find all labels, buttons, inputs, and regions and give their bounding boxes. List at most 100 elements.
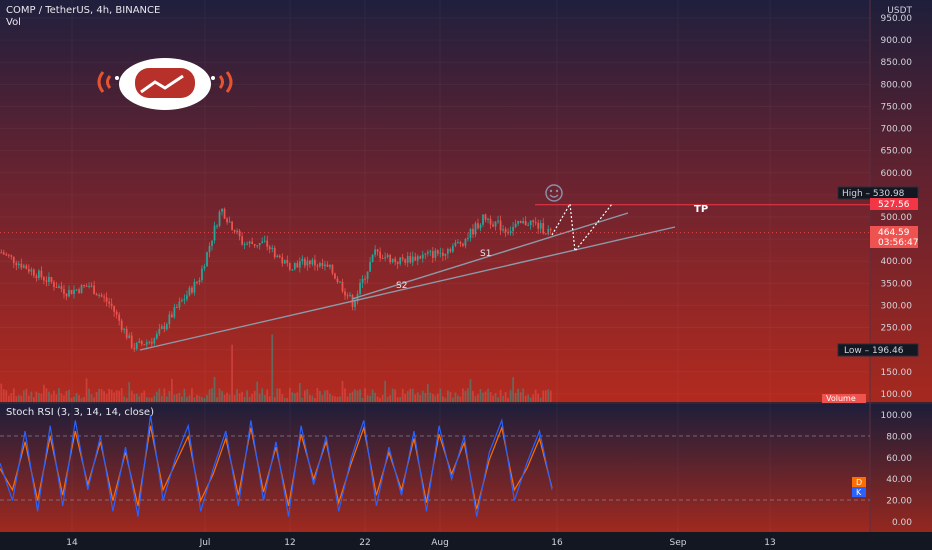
high-label: High <box>842 189 863 199</box>
volume-bar <box>396 397 399 402</box>
d-badge-label: D <box>856 478 862 487</box>
volume-bar <box>537 393 540 402</box>
price-tick-label: 350.00 <box>881 279 913 289</box>
candle-body <box>542 223 545 234</box>
candle-body <box>484 214 487 220</box>
candle-body <box>281 257 284 264</box>
candle-body <box>308 260 311 265</box>
volume-bar <box>12 388 15 402</box>
volume-bar <box>178 392 181 402</box>
volume-bar <box>246 390 249 402</box>
volume-bar <box>123 396 126 402</box>
volume-bar <box>27 395 30 402</box>
volume-bar <box>539 397 542 402</box>
candle-body <box>5 254 8 256</box>
candle-body <box>324 264 326 267</box>
volume-bar <box>351 391 354 402</box>
pane-separator[interactable] <box>0 402 932 404</box>
candle-body <box>148 341 151 343</box>
candle-body <box>100 295 103 297</box>
candle-body <box>527 225 530 227</box>
candle-body <box>20 263 23 268</box>
symbol-title[interactable]: COMP / TetherUS, 4h, BINANCE <box>6 5 160 16</box>
volume-bar <box>238 393 241 402</box>
rsi-axis-background <box>870 404 932 532</box>
candle-body <box>354 301 356 307</box>
volume-bar <box>138 396 141 402</box>
candle-body <box>544 233 547 235</box>
candle-body <box>532 220 535 223</box>
volume-bar <box>324 390 326 402</box>
time-axis[interactable]: 14 Jul 12 22 Aug 16 Sep 13 <box>66 538 775 548</box>
time-tick-label: 12 <box>284 538 295 548</box>
volume-bar <box>278 388 281 402</box>
volume-bar <box>459 396 462 402</box>
last-price-badge: 464.59 03:56:47 <box>870 226 918 248</box>
trendline-s1[interactable] <box>351 212 629 300</box>
candle-body <box>216 225 218 227</box>
volume-bar <box>261 388 264 402</box>
volume-bar <box>198 395 201 402</box>
volume-bar <box>10 393 13 402</box>
candle-body <box>263 240 266 242</box>
stoch-rsi-title[interactable]: Stoch RSI (3, 3, 14, 14, close) <box>6 407 154 418</box>
volume-bar <box>45 388 48 402</box>
volume-bar <box>176 394 178 402</box>
candle-body <box>258 243 261 246</box>
candle-body <box>243 244 246 246</box>
volume-bar <box>467 388 469 402</box>
volume-bar <box>0 383 3 402</box>
candle-body <box>409 256 412 263</box>
candle-body <box>414 256 417 261</box>
stoch-k-line <box>0 414 553 517</box>
volume-bar <box>105 393 108 402</box>
volume-bar <box>504 391 507 402</box>
volume-bar <box>163 388 166 402</box>
candle-body <box>271 247 274 250</box>
candle-body <box>108 301 111 304</box>
candle-body <box>191 287 193 293</box>
candle-body <box>434 250 437 258</box>
candle-body <box>223 208 226 219</box>
candle-body <box>344 291 346 296</box>
low-value: 196.46 <box>872 346 904 356</box>
tp-price-value: 527.56 <box>878 200 910 210</box>
projection-path[interactable] <box>551 202 613 253</box>
candle-body <box>326 264 329 267</box>
time-axis-background[interactable] <box>0 532 932 550</box>
candle-body <box>431 251 434 258</box>
volume-bar <box>411 388 414 402</box>
volume-bar <box>439 388 442 402</box>
price-tick-label: 250.00 <box>881 324 913 334</box>
volume-bar <box>226 392 228 402</box>
k-badge-label: K <box>856 488 862 497</box>
volume-bar <box>85 378 88 402</box>
candle-body <box>98 295 100 297</box>
volume-bar <box>253 390 256 402</box>
volume-bar <box>273 397 276 402</box>
candle-body <box>494 221 497 227</box>
volume-bar <box>168 390 171 402</box>
volume-bar <box>344 388 346 402</box>
volume-bar <box>492 395 494 402</box>
volume-bar <box>236 389 238 402</box>
candle-body <box>452 245 454 252</box>
candle-body <box>45 280 48 282</box>
candle-body <box>178 301 181 308</box>
astronaut-logo <box>97 58 233 110</box>
candle-body <box>429 251 432 253</box>
rsi-axis[interactable]: 100.00 80.00 60.00 40.00 20.00 0.00 <box>881 411 913 528</box>
time-tick-label: 22 <box>359 538 370 548</box>
volume-bar <box>529 397 532 402</box>
volume-bar <box>329 393 331 402</box>
candle-body <box>547 228 550 234</box>
trendline-s2[interactable] <box>139 226 676 351</box>
volume-bar <box>15 396 18 402</box>
candle-body <box>2 252 5 255</box>
candle-body <box>349 294 351 296</box>
price-axis[interactable]: 950.00 900.00 850.00 800.00 750.00 700.00 650.… <box>881 14 913 400</box>
volume-bar <box>63 395 65 402</box>
candle-body <box>233 229 236 232</box>
